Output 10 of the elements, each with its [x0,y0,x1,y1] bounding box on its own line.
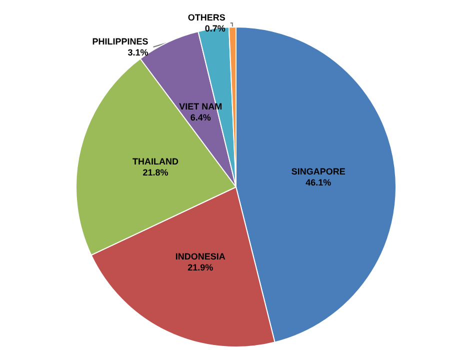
slice-label: THAILAND [132,156,179,166]
data-label: 3.1% [128,48,148,58]
slice-label: OTHERS [188,12,226,23]
slice-label: INDONESIA [175,251,226,262]
data-label: 21.8% [142,167,168,178]
data-label: 21.9% [188,262,214,272]
data-label: 46.1% [306,177,332,188]
data-label: 6.4% [190,112,211,122]
slice-label: PHILIPPINES [92,36,148,47]
slice-label: SINGAPORE [291,166,346,176]
